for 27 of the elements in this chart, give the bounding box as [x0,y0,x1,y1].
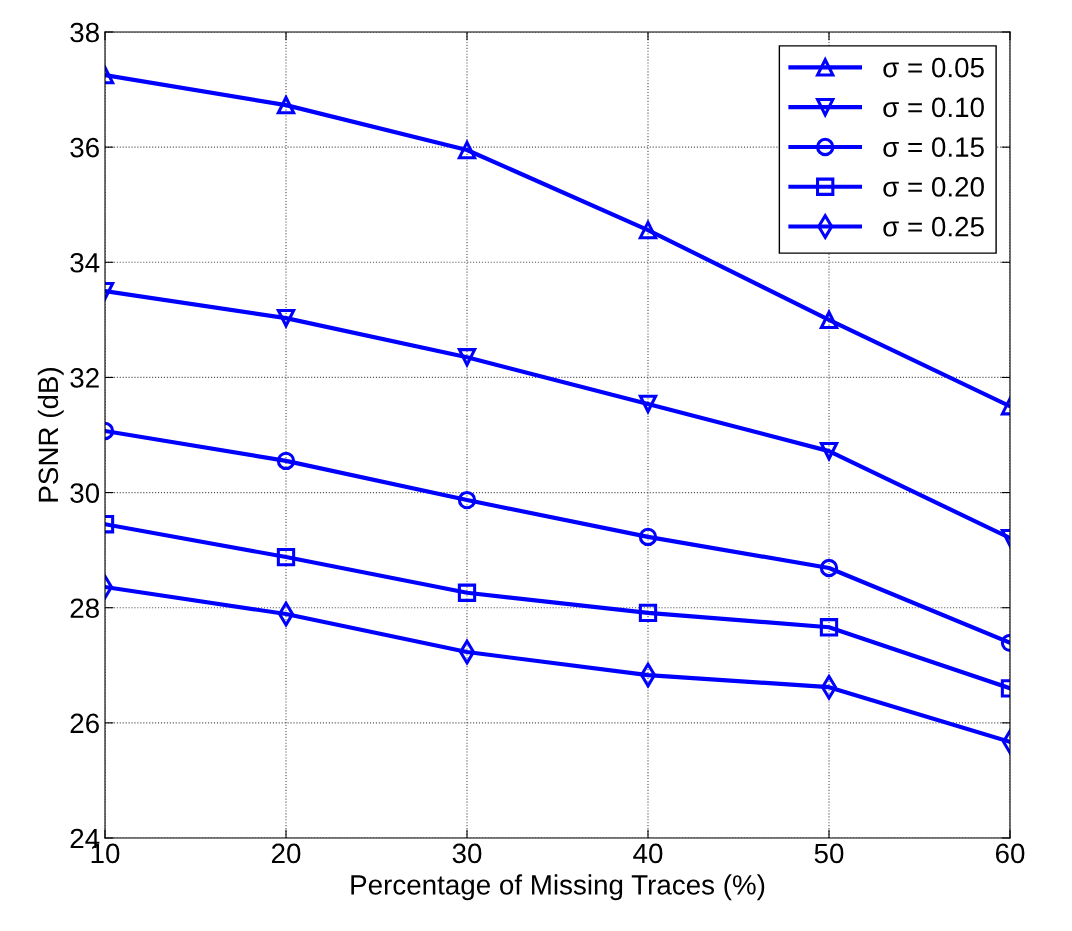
point [457,583,477,602]
point [638,603,658,623]
x-tick-label: 40 [633,843,663,864]
point [638,527,658,547]
legend-label: σ = 0.15 [883,137,984,157]
y-tick-label: 30 [70,483,100,503]
point [457,490,477,510]
y-tick-label: 34 [70,252,100,273]
legend-label: σ = 0.05 [883,57,984,78]
point [457,348,477,367]
y-tick-label: 26 [70,713,99,734]
x-tick-label: 60 [995,843,1025,864]
point [457,140,477,160]
y-tick-label: 32 [70,368,99,388]
legend-label: σ = 0.20 [883,177,984,197]
x-axis-title: Percentage of Missing Traces (%) [351,874,765,901]
legend-label: σ = 0.25 [883,216,984,237]
y-tick-label: 36 [70,137,99,158]
y-tick-label: 38 [70,22,99,43]
point [638,394,658,414]
x-tick-label: 30 [452,843,482,864]
point [638,220,658,240]
legend-label: σ = 0.10 [883,97,984,118]
x-tick-label: 50 [814,843,844,864]
y-axis-title: PSNR (dB) [37,368,64,502]
x-tick-label: 20 [271,843,301,864]
y-tick-label: 28 [70,598,99,619]
